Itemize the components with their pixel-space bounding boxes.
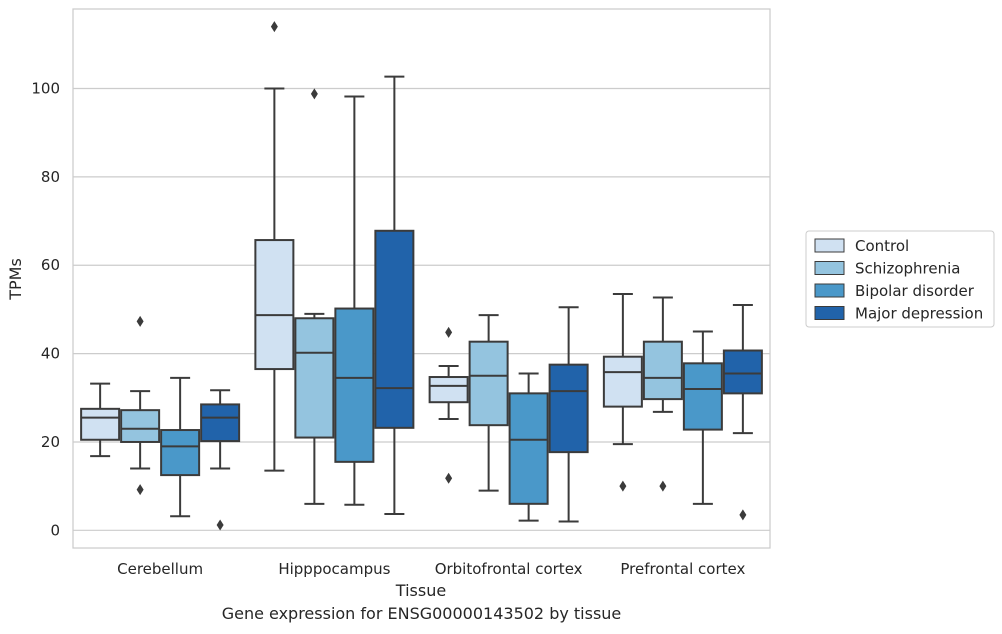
box-2-1 xyxy=(334,95,375,506)
legend-frame xyxy=(805,230,995,328)
box-2-3 xyxy=(682,330,723,505)
legend-swatch-3 xyxy=(814,306,845,320)
legend-label-2: Bipolar disorder xyxy=(855,282,975,300)
box-body xyxy=(548,363,589,454)
x-tick-label-1: Hipppocampus xyxy=(278,560,390,578)
y-tick-label-40: 40 xyxy=(41,345,60,363)
box-body xyxy=(294,317,335,439)
box-body xyxy=(508,392,549,505)
outlier-point xyxy=(216,519,224,531)
box-1-2 xyxy=(468,314,509,492)
outlier-point xyxy=(659,480,667,492)
x-axis-label: Tissue xyxy=(395,581,446,600)
box-body xyxy=(642,340,683,401)
box-3-0 xyxy=(200,389,241,531)
box-1-3 xyxy=(642,296,683,492)
box-body xyxy=(722,349,763,395)
x-tick-label-2: Orbitofrontal cortex xyxy=(435,560,583,578)
box-body xyxy=(200,403,241,443)
box-0-3 xyxy=(602,292,643,492)
box-body xyxy=(120,409,161,443)
box-3-3 xyxy=(722,304,763,521)
outlier-point xyxy=(136,315,144,327)
outlier-point xyxy=(136,484,144,496)
box-0-0 xyxy=(80,382,121,458)
y-tick-label-60: 60 xyxy=(41,256,60,274)
box-3-1 xyxy=(374,75,415,515)
box-2-2 xyxy=(508,372,549,522)
y-tick-labels: 0 20 40 60 80 100 xyxy=(31,80,60,540)
box-1-1 xyxy=(294,88,335,505)
x-tick-label-3: Prefrontal cortex xyxy=(620,560,745,578)
outlier-point xyxy=(619,480,627,492)
chart-caption: Gene expression for ENSG00000143502 by t… xyxy=(221,604,622,623)
box-3-2 xyxy=(548,306,589,523)
outlier-point xyxy=(445,472,453,484)
legend-swatch-0 xyxy=(814,238,845,253)
box-body xyxy=(468,340,509,427)
box-body xyxy=(428,376,469,404)
legend: Control Schizophrenia Bipolar disorder Majo… xyxy=(805,230,995,328)
box-body xyxy=(682,362,723,431)
box-body xyxy=(160,429,201,477)
plot-frame xyxy=(72,8,771,549)
x-tick-label-0: Cerebellum xyxy=(117,560,203,578)
box-body xyxy=(602,355,643,408)
outlier-point xyxy=(739,509,747,521)
legend-swatch-2 xyxy=(814,283,845,298)
y-tick-label-80: 80 xyxy=(41,168,60,186)
box-plots xyxy=(80,21,763,531)
legend-label-1: Schizophrenia xyxy=(855,260,960,278)
box-2-0 xyxy=(160,376,201,518)
y-tick-label-20: 20 xyxy=(41,433,60,451)
box-0-1 xyxy=(254,21,295,472)
box-body xyxy=(334,307,375,463)
legend-swatch-1 xyxy=(814,261,845,275)
box-1-0 xyxy=(120,315,161,496)
box-body xyxy=(374,229,415,429)
y-tick-label-100: 100 xyxy=(31,80,60,98)
y-axis-label: TPMs xyxy=(6,258,25,301)
outlier-point xyxy=(445,326,453,338)
outlier-point xyxy=(270,21,278,33)
outlier-point xyxy=(310,88,318,100)
box-0-2 xyxy=(428,326,469,484)
legend-label-0: Control xyxy=(855,237,909,255)
box-body xyxy=(80,407,121,441)
y-tick-label-0: 0 xyxy=(50,521,60,539)
box-body xyxy=(254,239,295,371)
x-tick-labels: Cerebellum Hipppocampus Orbitofrontal cort… xyxy=(117,560,745,578)
legend-label-3: Major depression xyxy=(855,305,983,323)
